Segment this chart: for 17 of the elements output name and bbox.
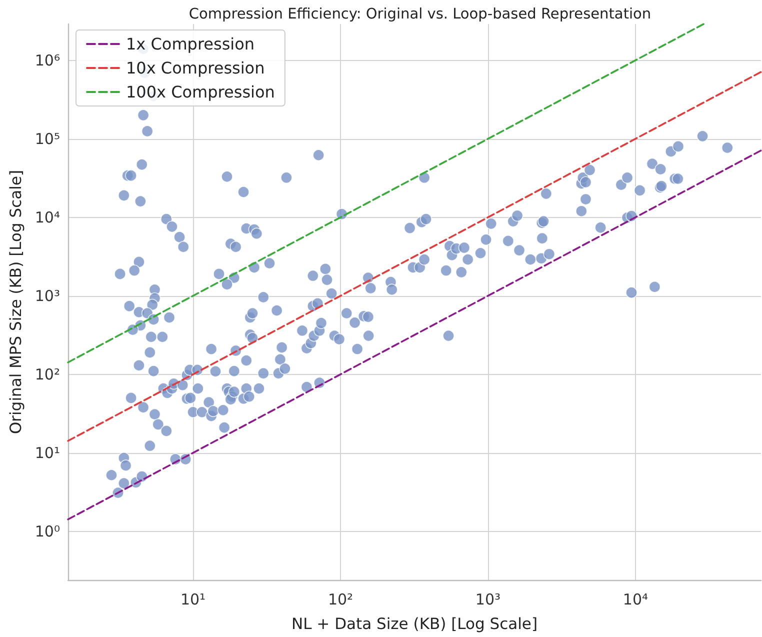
chart-title: Compression Efficiency: Original vs. Loop-based Representation — [188, 6, 652, 22]
y-tick-label: 10¹ — [34, 444, 60, 462]
y-tick-label: 10⁶ — [34, 51, 60, 70]
x-tick-label: 10³ — [475, 590, 501, 608]
y-tick-label: 10³ — [34, 286, 60, 305]
x-tick-label: 10² — [328, 590, 354, 608]
legend-label: 10x Compression — [126, 58, 265, 78]
y-tick-label: 10⁰ — [34, 522, 60, 540]
y-tick-label: 10² — [34, 365, 60, 384]
y-tick-label: 10⁵ — [34, 130, 60, 148]
y-axis-title: Original MPS Size (KB) [Log Scale] — [7, 170, 25, 434]
legend-label: 100x Compression — [126, 82, 275, 102]
x-tick-label: 10¹ — [180, 590, 206, 608]
y-tick-label: 10⁴ — [34, 208, 60, 226]
legend-label: 1x Compression — [126, 34, 255, 54]
x-tick-label: 10⁴ — [622, 590, 648, 608]
x-axis-title: NL + Data Size (KB) [Log Scale] — [292, 615, 538, 633]
